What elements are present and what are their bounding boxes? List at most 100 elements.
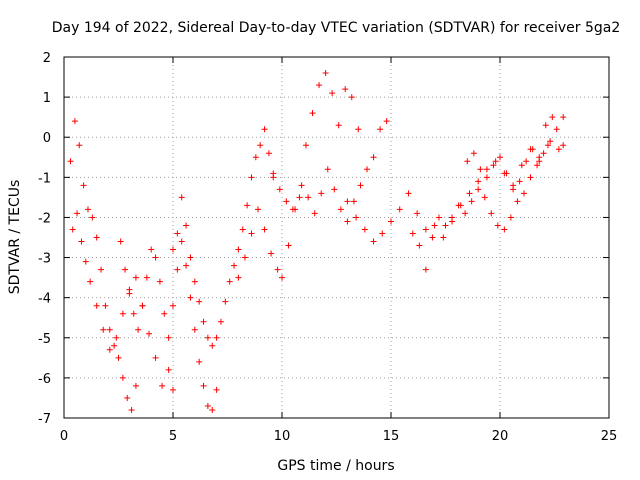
data-point [226,278,233,285]
data-point [322,70,329,77]
data-point [462,210,469,217]
data-point [270,174,277,181]
data-point [324,166,331,173]
data-point [492,158,499,165]
data-point [69,226,76,233]
data-point [396,206,403,213]
data-point [279,274,285,281]
data-point [361,226,368,233]
y-tick-label: 2 [43,51,51,66]
data-point [527,174,534,181]
data-point [261,226,268,233]
data-point [490,162,497,169]
data-point [102,302,109,309]
data-point [274,266,281,273]
data-point [152,354,159,361]
data-point [302,142,309,149]
data-point [379,230,386,237]
data-point [316,82,323,89]
data-point [93,234,100,241]
data-point [80,182,87,189]
grid [64,57,609,418]
data-point [553,126,560,133]
data-point [283,198,290,205]
data-point [178,238,185,245]
data-point [501,226,508,233]
data-point [100,326,107,333]
data-point [431,222,438,229]
data-point [350,198,357,205]
series-track-h [409,114,567,273]
data-point [159,382,166,389]
data-point [156,278,163,285]
data-point [296,194,303,201]
data-point [239,226,246,233]
x-tick-label: 5 [169,429,177,444]
data-point [483,174,490,181]
data-point [209,406,216,413]
data-point [370,238,377,245]
series-track-e [235,118,390,281]
data-point [124,394,131,401]
data-point [435,214,442,221]
data-point [536,154,543,161]
data-point [248,230,255,237]
data-point [71,118,78,125]
y-tick-label: -7 [38,412,51,427]
data-point [355,126,362,133]
data-point [549,114,556,121]
data-point [377,126,384,133]
data-point [510,186,517,193]
data-point [165,334,172,341]
y-tick-label: -1 [38,171,51,186]
data-point [235,246,242,253]
data-point [119,374,126,381]
data-point [388,218,394,225]
data-point [191,278,198,285]
axis-ticks: 0 5 10 15 20 25 -7 -6 -5 -4 -3 -2 -1 0 1 2 [38,51,617,444]
data-point [217,318,224,325]
data-point [542,122,549,129]
data-point [311,210,318,217]
series-track-g [344,142,551,245]
data-point [305,194,312,201]
data-point [440,234,447,241]
data-point [514,198,521,205]
data-point [170,302,176,309]
data-point [475,186,482,193]
data-point [429,234,436,241]
data-point [481,194,488,201]
data-point [353,214,360,221]
data-point [449,214,456,221]
data-point [331,186,338,193]
data-point [132,382,139,389]
data-point [518,162,525,169]
data-point [534,162,541,169]
data-point [84,206,91,213]
y-tick-label: -2 [38,211,51,226]
data-point [76,142,83,149]
plot-frame [63,56,610,419]
data-point [337,206,344,213]
data-point [560,114,567,121]
data-point [248,174,255,181]
series-track-a [67,118,139,413]
data-point [318,190,325,197]
data-point [560,142,567,149]
data-point [529,146,536,153]
data-point [261,126,268,133]
data-point [122,266,129,273]
data-point [488,210,495,217]
series-track-d [170,126,277,349]
data-point [544,142,551,149]
y-tick-label: 0 [43,131,51,146]
y-tick-label: -4 [38,292,51,307]
data-point [483,166,490,173]
data-point [132,274,139,281]
data-point [174,266,181,273]
series-track-f [270,70,362,213]
series-track-b [69,210,176,393]
data-point [67,158,74,165]
data-point [309,110,316,117]
